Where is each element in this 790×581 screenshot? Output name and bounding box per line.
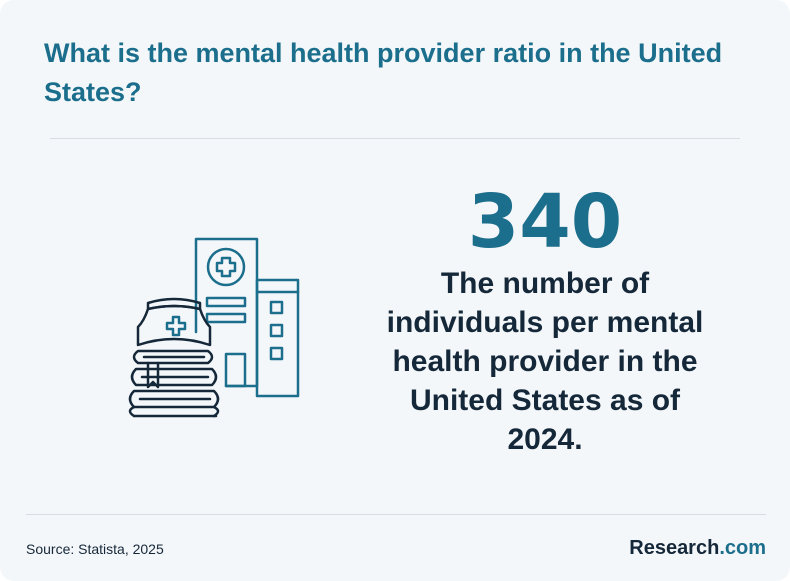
books-icon <box>128 349 220 418</box>
bottom-divider <box>26 514 766 515</box>
hospital-icon <box>194 237 300 398</box>
stat-description: The number of individuals per mental hea… <box>386 267 704 456</box>
brand-suffix: .com <box>719 537 766 559</box>
brand-logo: Research.com <box>629 536 766 560</box>
brand-name: Research <box>629 537 720 559</box>
hospital-and-nurse-cap-on-books-icon <box>128 237 300 418</box>
top-divider <box>50 138 740 139</box>
stat-value: 340 <box>467 179 623 265</box>
source-citation: Source: Statista, 2025 <box>26 541 164 557</box>
nurse-cap-icon <box>136 297 212 347</box>
page-title: What is the mental health provider ratio… <box>44 38 723 107</box>
